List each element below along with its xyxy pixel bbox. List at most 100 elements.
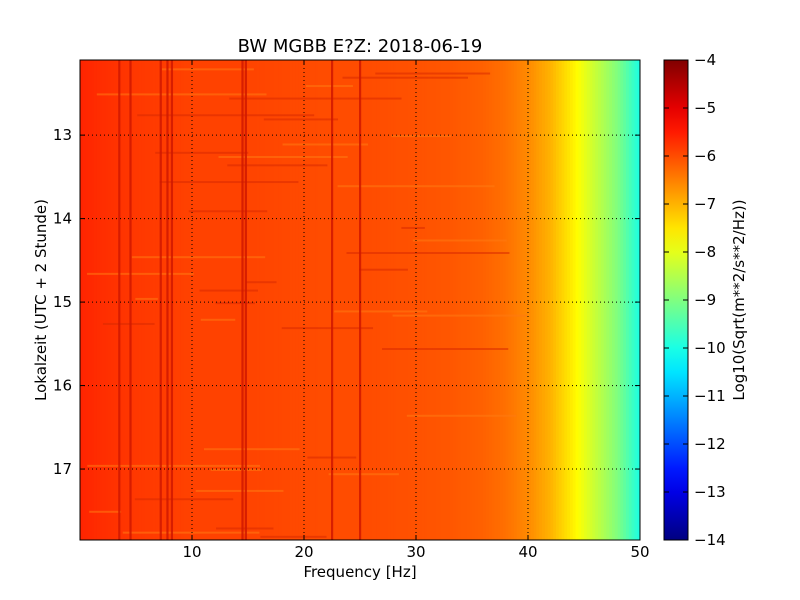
heatmap-column (323, 60, 327, 540)
heatmap-column (102, 60, 106, 540)
heatmap-column (374, 60, 378, 540)
spectral-line (241, 60, 244, 540)
heatmap-column (393, 60, 397, 540)
heatmap-column (242, 60, 246, 540)
heatmap-column (130, 60, 134, 540)
heatmap-band (263, 118, 339, 121)
heatmap-column (584, 60, 588, 540)
heatmap-column (500, 60, 504, 540)
heatmap-column (138, 60, 143, 540)
heatmap-column (217, 60, 221, 540)
heatmap-column (449, 60, 453, 540)
heatmap-column (225, 60, 229, 540)
heatmap-column (494, 60, 498, 540)
colorbar-tick-label: −6 (694, 147, 716, 165)
heatmap-column (200, 60, 204, 540)
heatmap-column (122, 60, 126, 540)
heatmap-column (581, 60, 585, 540)
heatmap-column (351, 60, 355, 540)
heatmap-band (391, 135, 452, 138)
colorbar-tick-label: −9 (694, 291, 716, 309)
spectral-line (166, 60, 169, 540)
heatmap-column (334, 60, 339, 540)
heatmap-column (550, 60, 554, 540)
heatmap-column (208, 60, 213, 540)
heatmap-band (134, 498, 234, 501)
heatmap-column (488, 60, 493, 540)
heatmap-column (564, 60, 568, 540)
heatmap-band (135, 297, 158, 300)
spectral-line (159, 60, 162, 540)
heatmap-column (141, 60, 145, 540)
heatmap-column (82, 60, 87, 540)
heatmap-band (282, 143, 368, 146)
colorbar-tick-label: −11 (694, 387, 726, 405)
heatmap-column (161, 60, 165, 540)
colorbar-tick-label: −4 (694, 51, 716, 69)
heatmap-column (491, 60, 495, 540)
heatmap-column (178, 60, 182, 540)
heatmap-column (570, 60, 574, 540)
heatmap-column (231, 60, 235, 540)
heatmap-column (598, 60, 602, 540)
heatmap-column (211, 60, 215, 540)
heatmap-column (119, 60, 123, 540)
heatmap-column (94, 60, 98, 540)
spectral-line (359, 60, 362, 540)
heatmap-column (194, 60, 199, 540)
heatmap-column (427, 60, 431, 540)
heatmap-column (357, 60, 361, 540)
x-axis-ticks: 10 20 30 40 50 (182, 60, 650, 561)
heatmap-column (486, 60, 490, 540)
heatmap-column (407, 60, 411, 540)
heatmap-column (88, 60, 92, 540)
colorbar-tick-label: −13 (694, 483, 726, 501)
heatmap-band (203, 448, 300, 451)
heatmap-band (188, 210, 268, 213)
heatmap-column (477, 60, 481, 540)
y-axis-label: Lokalzeit (UTC + 2 Stunde) (32, 199, 50, 401)
heatmap-column (320, 60, 325, 540)
heatmap-column (136, 60, 140, 540)
heatmap-column (259, 60, 263, 540)
heatmap-column (270, 60, 274, 540)
heatmap-column (628, 60, 633, 540)
heatmap-column (354, 60, 358, 540)
heatmap-band (89, 510, 122, 513)
heatmap-column (519, 60, 523, 540)
heatmap-column (441, 60, 445, 540)
heatmap-column (183, 60, 187, 540)
heatmap-column (620, 60, 624, 540)
heatmap-column (556, 60, 560, 540)
colorbar: −4 −5 −6 −7 −8 −9 −10 −11 −12 −13 −14 Log10(Sqrt(m… (663, 51, 748, 549)
y-axis-ticks: 13 14 15 16 17 (53, 126, 640, 478)
heatmap-column (572, 60, 577, 540)
heatmap-column (309, 60, 313, 540)
heatmap-column (234, 60, 238, 540)
heatmap-column (617, 60, 621, 540)
heatmap-column (113, 60, 117, 540)
spectral-line (331, 60, 334, 540)
heatmap-column (530, 60, 535, 540)
heatmap-column (631, 60, 635, 540)
heatmap-column (332, 60, 336, 540)
heatmap-column (379, 60, 383, 540)
heatmap-column (239, 60, 243, 540)
heatmap-time-bands (87, 68, 528, 538)
heatmap-column (197, 60, 201, 540)
heatmap-column (371, 60, 375, 540)
heatmap-band (199, 289, 259, 292)
heatmap-band (122, 531, 260, 534)
heatmap-column (483, 60, 487, 540)
heatmap-column (290, 60, 294, 540)
heatmap-column (147, 60, 151, 540)
heatmap-column (421, 60, 425, 540)
heatmap-column (497, 60, 501, 540)
heatmap-column (404, 60, 409, 540)
heatmap-column (435, 60, 439, 540)
heatmap-column (533, 60, 537, 540)
heatmap-column (376, 60, 381, 540)
heatmap-column (80, 60, 84, 540)
heatmap-column (539, 60, 543, 540)
heatmap-column (96, 60, 101, 540)
